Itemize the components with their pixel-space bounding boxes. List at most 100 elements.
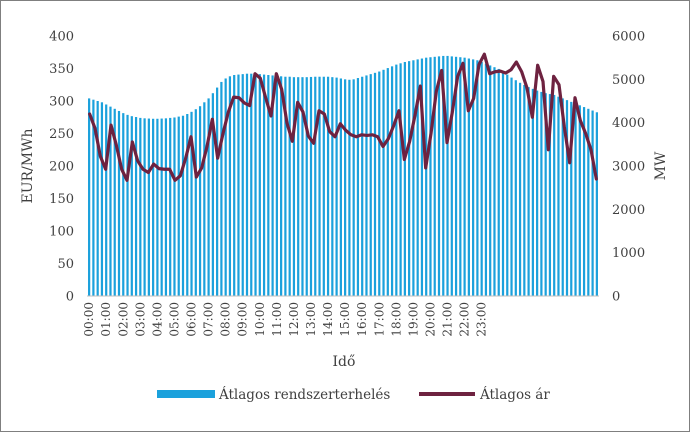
load-bar [425, 57, 428, 296]
load-bar [510, 77, 513, 296]
load-bar [361, 76, 364, 296]
load-bar [497, 68, 500, 297]
load-bar [408, 61, 411, 296]
load-bar [348, 79, 351, 297]
load-bar [373, 72, 377, 296]
y-left-tick-label: 250 [49, 127, 74, 142]
x-tick-label: 12:00 [287, 302, 301, 337]
load-bar [254, 73, 257, 296]
load-bar [356, 78, 360, 296]
load-bar [326, 76, 330, 296]
load-bar [378, 71, 381, 296]
load-bar [100, 102, 104, 296]
load-bar [241, 74, 244, 296]
y-right-axis: 0 1000 2000 3000 4000 5000 6000 [612, 30, 645, 305]
y-left-tick-label: 50 [57, 257, 74, 272]
load-bar [591, 110, 594, 296]
load-bar [386, 68, 389, 296]
y-left-axis: 0 50 100 150 200 250 300 350 400 [49, 30, 74, 305]
load-bar [442, 55, 445, 297]
load-bar [480, 62, 483, 296]
y-left-tick-label: 200 [49, 160, 74, 175]
x-tick-label: 09:00 [236, 302, 250, 337]
load-bar [540, 91, 543, 297]
load-bar [459, 57, 462, 297]
load-bar [216, 87, 219, 296]
load-bar [399, 63, 402, 296]
load-bar [595, 112, 598, 297]
load-bar [169, 117, 172, 297]
x-tick-label: 14:00 [321, 302, 335, 337]
load-bar [224, 78, 227, 296]
load-bar [267, 75, 270, 296]
load-bar [463, 57, 466, 296]
load-bar [382, 69, 385, 296]
load-bar [335, 77, 338, 296]
y-left-tick-label: 350 [49, 62, 74, 77]
y-left-tick-label: 150 [49, 192, 74, 207]
load-bar [309, 76, 313, 296]
load-bar [92, 99, 95, 296]
load-bar [476, 60, 479, 296]
y-left-tick-label: 0 [66, 290, 74, 305]
x-tick-label: 16:00 [355, 302, 369, 337]
load-bar [339, 78, 342, 296]
y-left-tick-label: 400 [49, 30, 74, 45]
load-bar [173, 117, 176, 296]
load-bar [122, 113, 125, 296]
load-bar [318, 76, 321, 296]
load-bar [152, 118, 155, 297]
load-bar [301, 77, 304, 296]
load-bar [527, 87, 530, 296]
load-bar [544, 93, 547, 296]
y-right-tick-label: 0 [612, 290, 620, 305]
load-bar [322, 76, 325, 296]
y-left-tick-label: 300 [49, 95, 74, 110]
load-bar [416, 59, 419, 297]
load-bar [134, 117, 138, 296]
load-bar [233, 75, 236, 296]
load-bar [130, 116, 133, 296]
load-bar [352, 79, 355, 296]
load-bar [420, 58, 424, 296]
load-bar [578, 105, 581, 296]
load-bar [96, 101, 99, 296]
y-right-tick-label: 3000 [612, 160, 645, 175]
load-bar [531, 88, 534, 297]
load-bar [245, 73, 249, 296]
y-right-tick-label: 4000 [612, 116, 645, 131]
load-bar [570, 101, 573, 297]
load-bar [143, 118, 146, 296]
x-tick-label: 00:00 [82, 302, 96, 337]
load-bar [198, 106, 202, 296]
load-bar [280, 76, 283, 296]
load-bar [284, 76, 287, 296]
load-bar [117, 110, 121, 296]
load-bar [331, 77, 334, 296]
load-bar [433, 56, 436, 296]
load-bar [395, 64, 398, 296]
load-bar [271, 75, 274, 297]
load-bar [561, 98, 564, 297]
load-bar [160, 118, 163, 296]
load-bar [177, 116, 180, 296]
load-bar [220, 81, 223, 297]
load-bar [297, 77, 300, 296]
load-bar [228, 76, 232, 296]
load-bar [450, 56, 453, 297]
load-bar [536, 90, 539, 296]
load-bar [126, 114, 129, 297]
load-bar [429, 57, 432, 297]
load-bars [88, 55, 598, 297]
x-tick-label: 23:00 [475, 302, 489, 337]
load-bar [514, 80, 517, 296]
x-tick-label: 20:00 [423, 302, 437, 337]
x-tick-label: 18:00 [389, 302, 403, 337]
load-bar [523, 84, 526, 296]
load-bar [88, 98, 91, 297]
x-tick-label: 21:00 [441, 302, 455, 337]
load-bar [207, 98, 210, 297]
load-bar [250, 73, 253, 296]
